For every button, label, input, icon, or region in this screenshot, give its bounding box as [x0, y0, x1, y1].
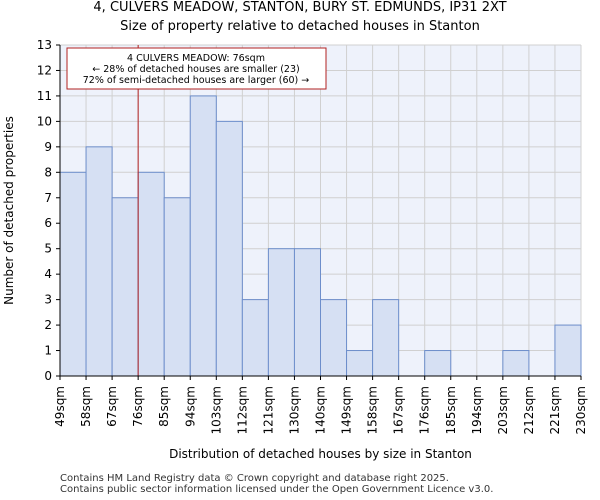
x-tick-label: 167sqm: [392, 386, 406, 434]
histogram-bar: [85, 146, 113, 377]
x-tick-label: 67sqm: [105, 386, 119, 427]
chart-title-address: 4, CULVERS MEADOW, STANTON, BURY ST. EDM…: [93, 0, 507, 15]
footer-licence: Contains public sector information licen…: [60, 484, 494, 495]
x-tick-label: 194sqm: [470, 386, 484, 434]
y-tick-label: 13: [37, 38, 52, 52]
y-axis-label: Number of detached properties: [2, 116, 16, 305]
histogram-bar: [137, 171, 165, 377]
x-tick-label: 176sqm: [418, 386, 432, 434]
histogram-bar: [554, 324, 582, 377]
histogram-bar: [320, 299, 348, 377]
y-tick-label: 2: [44, 318, 52, 332]
histogram-bar: [189, 95, 217, 377]
annotation-larger-text: 72% of semi-detached houses are larger (…: [83, 75, 310, 86]
x-tick-label: 230sqm: [574, 386, 588, 434]
x-tick-label: 221sqm: [548, 386, 562, 434]
y-tick-label: 3: [44, 293, 52, 307]
histogram-bar: [241, 299, 269, 377]
x-tick-label: 158sqm: [366, 386, 380, 434]
annotation-smaller-text: ← 28% of detached houses are smaller (23…: [92, 64, 299, 75]
x-tick-label: 85sqm: [157, 386, 171, 427]
footer-copyright: Contains HM Land Registry data © Crown c…: [60, 473, 449, 484]
histogram-bar: [293, 248, 322, 377]
y-tick-label: 6: [44, 216, 52, 230]
x-tick-label: 112sqm: [235, 386, 249, 434]
histogram-bar: [346, 350, 374, 377]
histogram-bar: [267, 248, 295, 377]
x-tick-label: 130sqm: [287, 386, 301, 434]
annotation-box: [66, 47, 327, 90]
x-tick-label: 212sqm: [522, 386, 536, 434]
y-tick-label: 0: [44, 369, 52, 383]
x-tick-label: 203sqm: [496, 386, 510, 434]
x-tick-label: 94sqm: [183, 386, 197, 427]
x-axis-label: Distribution of detached houses by size …: [169, 447, 472, 461]
y-tick-label: 12: [37, 63, 52, 77]
x-tick-label: 49sqm: [53, 386, 67, 427]
histogram-bar: [424, 350, 452, 377]
x-tick-label: 58sqm: [79, 386, 93, 427]
y-tick-label: 4: [44, 267, 52, 281]
histogram-bar: [502, 350, 530, 377]
x-tick-label: 76sqm: [131, 386, 145, 427]
histogram-bar: [372, 299, 400, 377]
annotation-title: 4 CULVERS MEADOW: 76sqm: [127, 53, 265, 64]
x-tick-label: 121sqm: [261, 386, 275, 434]
y-tick-label: 9: [44, 140, 52, 154]
chart-subtitle: Size of property relative to detached ho…: [120, 19, 480, 34]
histogram-bar: [111, 197, 139, 377]
x-tick-label: 140sqm: [314, 386, 328, 434]
x-tick-label: 185sqm: [444, 386, 458, 434]
y-tick-label: 11: [37, 89, 52, 103]
y-tick-label: 10: [37, 114, 52, 128]
y-tick-label: 8: [44, 165, 52, 179]
x-tick-label: 149sqm: [340, 386, 354, 434]
y-tick-label: 1: [44, 344, 52, 358]
x-tick-label: 103sqm: [209, 386, 223, 434]
histogram-bar: [59, 171, 87, 377]
histogram-bar: [163, 197, 191, 377]
histogram-bar: [215, 120, 243, 377]
y-tick-label: 7: [44, 191, 52, 205]
y-tick-label: 5: [44, 242, 52, 256]
